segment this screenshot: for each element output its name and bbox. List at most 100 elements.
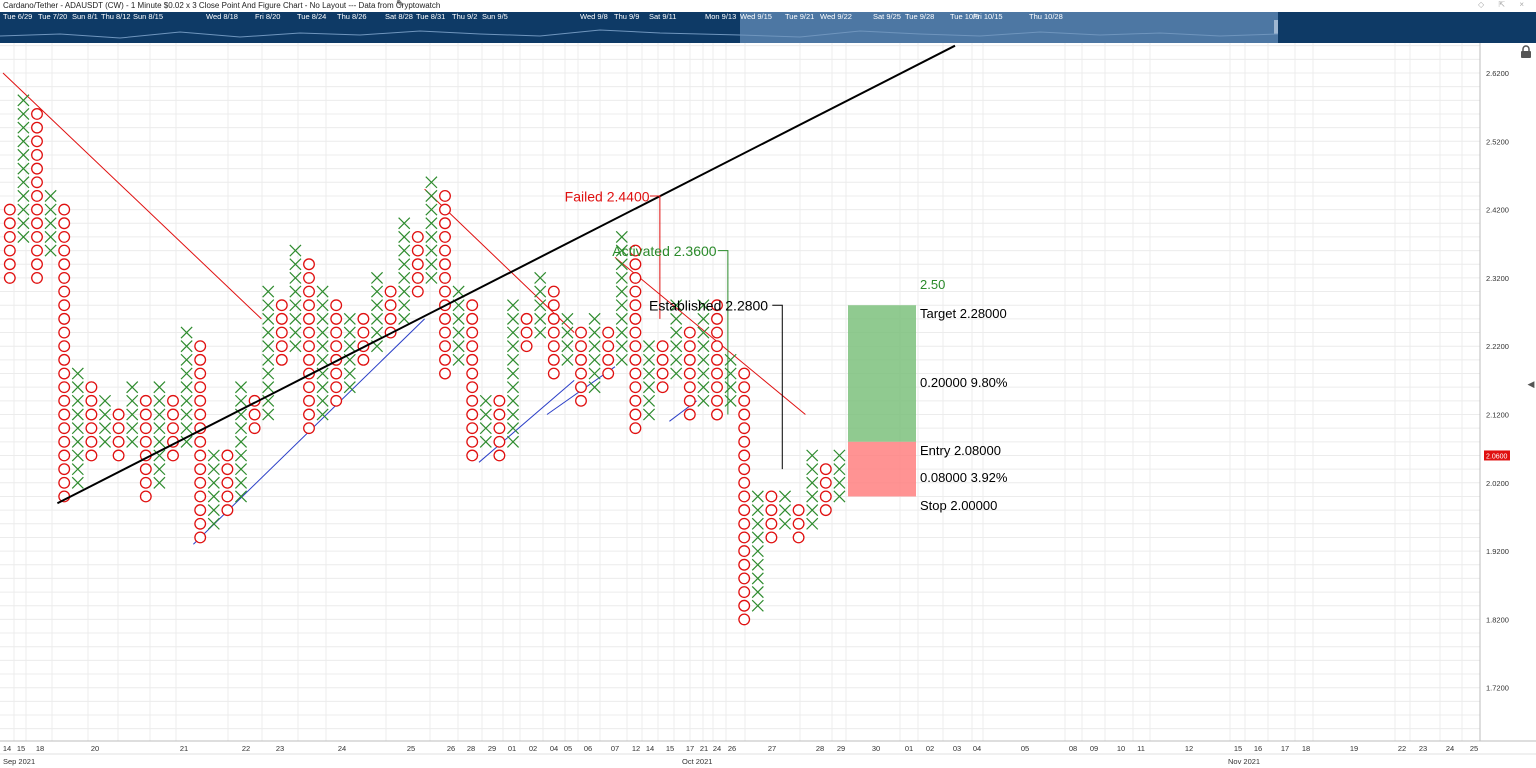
o-box [384, 299, 397, 312]
o-box [139, 435, 152, 448]
o-box [738, 476, 751, 489]
x-box [262, 326, 275, 339]
x-column [697, 299, 710, 407]
o-box [466, 408, 479, 421]
x-box [316, 353, 329, 366]
zone-label-entry: Entry 2.08000 [920, 443, 1001, 458]
x-tick-label: 14 [3, 744, 11, 753]
collapse-panel-icon[interactable]: ◀ [1527, 379, 1535, 389]
o-box [303, 381, 315, 394]
pencil-icon[interactable]: ✎ [396, 0, 405, 10]
x-box [506, 299, 520, 312]
o-box [466, 435, 479, 448]
x-box [642, 408, 656, 421]
o-box [303, 326, 315, 339]
x-box [425, 230, 438, 243]
o-column [357, 312, 370, 366]
o-column [194, 340, 207, 544]
x-tick-label: 29 [837, 744, 845, 753]
o-box [194, 517, 207, 530]
o-box [31, 203, 43, 216]
lock-icon[interactable] [1519, 45, 1533, 59]
x-box [370, 326, 384, 339]
x-box [534, 271, 547, 284]
x-box [398, 258, 411, 271]
x-box [289, 285, 302, 298]
x-box [234, 490, 248, 503]
o-box [547, 326, 560, 339]
o-column [493, 394, 506, 462]
o-column [819, 463, 832, 517]
x-box [670, 312, 683, 325]
o-box [575, 394, 587, 407]
o-box [58, 353, 71, 366]
x-box [126, 394, 139, 407]
o-box [439, 244, 451, 257]
o-column [3, 203, 16, 284]
x-tick-label: 20 [91, 744, 99, 753]
x-box [207, 476, 220, 489]
o-column [683, 326, 696, 421]
o-column [167, 394, 179, 462]
x-tick-label: 21 [180, 744, 188, 753]
x-box [615, 353, 628, 366]
x-box [615, 244, 628, 257]
o-box [629, 408, 642, 421]
x-box [262, 312, 275, 325]
navigator-date-label: Thu 9/9 [614, 12, 640, 21]
o-box [411, 244, 424, 257]
o-box [683, 353, 696, 366]
o-column [384, 285, 397, 339]
x-box [588, 367, 601, 380]
o-box [575, 340, 587, 353]
x-tick-label: 18 [1302, 744, 1310, 753]
x-box [697, 381, 710, 394]
x-box [316, 340, 329, 353]
x-box [751, 545, 764, 558]
x-box [425, 217, 438, 230]
o-box [85, 394, 98, 407]
time-navigator[interactable]: Tue 6/29 Tue 7/20 Sun 8/1 Thu 8/12 Sun 8/15 W… [0, 12, 1536, 43]
o-box [330, 367, 343, 380]
x-box [180, 422, 193, 435]
signal-label: Failed 2.4400 [565, 188, 650, 204]
point-and-figure-chart[interactable]: 2.6200 2.5200 2.4200 2.3200 2.2200 2.1200 2.02… [0, 43, 1536, 768]
x-box [71, 422, 84, 435]
x-column [561, 312, 574, 366]
o-box [303, 408, 315, 421]
zone-label-reward: 0.20000 9.80% [920, 375, 1008, 390]
o-box [411, 258, 424, 271]
o-box [31, 189, 43, 202]
o-box [357, 326, 370, 339]
navigator-handle[interactable] [1274, 20, 1278, 34]
x-box [207, 449, 220, 462]
o-column [303, 258, 315, 435]
o-box [275, 340, 288, 353]
window-controls[interactable]: ◇ ⇱ × [1478, 0, 1530, 9]
o-box [602, 340, 615, 353]
x-box [153, 476, 166, 489]
x-tick-label: 26 [447, 744, 455, 753]
x-box [153, 449, 166, 462]
x-column [479, 394, 492, 448]
x-box [398, 312, 411, 325]
o-box [466, 381, 479, 394]
o-box [738, 367, 751, 380]
o-box [792, 517, 805, 530]
x-box [506, 312, 520, 325]
x-tick-label: 30 [872, 744, 880, 753]
o-box [58, 217, 71, 230]
o-box [738, 408, 751, 421]
x-tick-label: 24 [1446, 744, 1454, 753]
x-box [17, 217, 30, 230]
x-box [180, 340, 193, 353]
o-box [439, 258, 451, 271]
signal-bracket [717, 250, 729, 415]
o-box [31, 244, 43, 257]
x-box [153, 422, 166, 435]
x-box [180, 326, 193, 339]
navigator-window[interactable] [740, 12, 1278, 43]
x-box [262, 408, 275, 421]
resistance-line [2, 72, 262, 320]
x-box [316, 285, 329, 298]
